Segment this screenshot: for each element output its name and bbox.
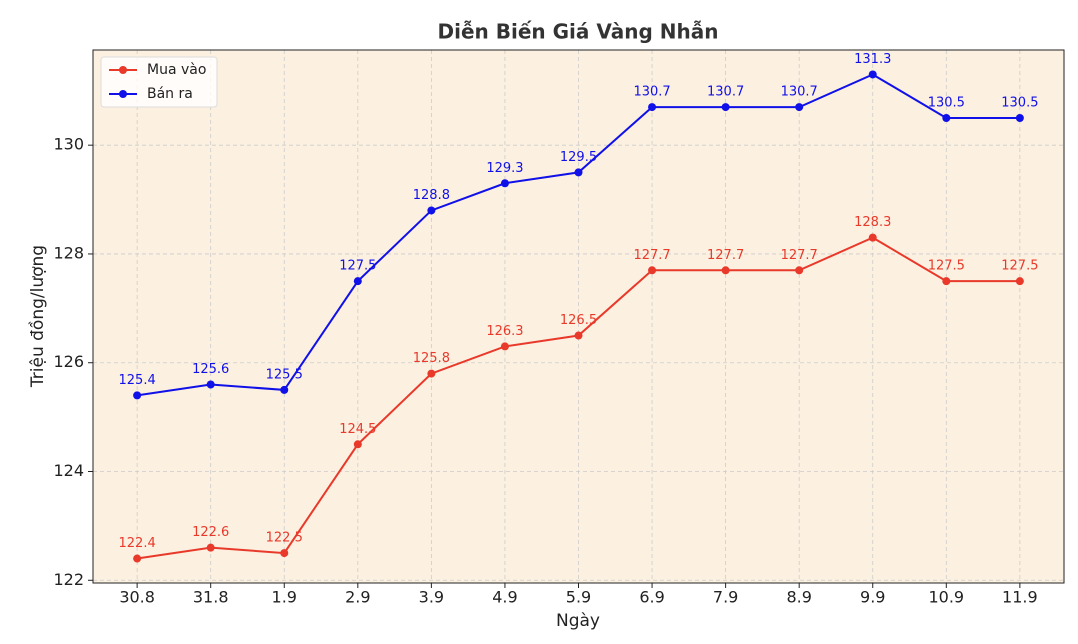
data-label: 127.5 xyxy=(928,259,965,274)
data-point xyxy=(280,385,289,394)
legend-marker xyxy=(119,90,127,98)
x-tick-label: 9.9 xyxy=(860,588,885,607)
data-label: 124.5 xyxy=(339,422,376,437)
data-point xyxy=(574,331,583,340)
data-label: 127.7 xyxy=(707,248,744,263)
data-label: 127.5 xyxy=(339,259,376,274)
x-tick-label: 2.9 xyxy=(345,588,370,607)
data-label: 131.3 xyxy=(854,52,891,67)
legend-label: Bán ra xyxy=(147,86,193,102)
data-label: 122.4 xyxy=(119,536,156,551)
data-point xyxy=(427,369,436,378)
data-point xyxy=(353,277,362,286)
x-tick-label: 11.9 xyxy=(1002,588,1038,607)
data-label: 127.5 xyxy=(1001,259,1038,274)
x-tick-label: 3.9 xyxy=(419,588,444,607)
x-tick-label: 31.8 xyxy=(193,588,229,607)
data-point xyxy=(280,549,289,558)
y-tick-label: 124 xyxy=(53,461,84,480)
x-tick-label: 30.8 xyxy=(119,588,155,607)
legend-label: Mua vào xyxy=(147,62,206,78)
y-axis-label: Triệu đồng/lượng xyxy=(27,245,48,388)
data-label: 129.3 xyxy=(486,161,523,176)
x-tick-label: 4.9 xyxy=(492,588,517,607)
data-label: 129.5 xyxy=(560,150,597,165)
data-point xyxy=(721,103,730,112)
x-tick-label: 10.9 xyxy=(928,588,964,607)
data-label: 126.5 xyxy=(560,313,597,328)
data-point xyxy=(868,70,877,79)
data-point xyxy=(942,113,951,122)
data-point xyxy=(133,391,142,400)
data-label: 127.7 xyxy=(781,248,818,263)
data-label: 122.6 xyxy=(192,525,229,540)
data-point xyxy=(1015,277,1024,286)
data-point xyxy=(1015,113,1024,122)
data-label: 130.5 xyxy=(1001,95,1038,110)
data-point xyxy=(942,277,951,286)
data-label: 125.5 xyxy=(266,367,303,382)
y-tick-label: 130 xyxy=(53,135,84,154)
data-point xyxy=(574,168,583,177)
data-point xyxy=(206,380,215,389)
data-label: 130.7 xyxy=(633,85,670,100)
data-label: 128.3 xyxy=(854,215,891,230)
data-label: 126.3 xyxy=(486,324,523,339)
x-tick-label: 6.9 xyxy=(639,588,664,607)
data-point xyxy=(648,103,657,112)
data-label: 125.4 xyxy=(119,373,156,388)
data-point xyxy=(133,554,142,563)
data-label: 127.7 xyxy=(633,248,670,263)
data-point xyxy=(500,179,509,188)
data-label: 130.7 xyxy=(781,85,818,100)
data-label: 130.5 xyxy=(928,95,965,110)
data-label: 122.5 xyxy=(266,531,303,546)
x-tick-label: 7.9 xyxy=(713,588,738,607)
data-point xyxy=(795,266,804,275)
y-tick-label: 128 xyxy=(53,243,84,262)
data-point xyxy=(353,440,362,449)
data-label: 125.8 xyxy=(413,351,450,366)
data-point xyxy=(500,342,509,351)
y-tick-label: 126 xyxy=(53,352,84,371)
data-point xyxy=(795,103,804,112)
y-tick-label: 122 xyxy=(53,570,84,589)
data-point xyxy=(427,206,436,215)
x-tick-label: 8.9 xyxy=(786,588,811,607)
data-point xyxy=(868,233,877,242)
data-point xyxy=(721,266,730,275)
plot-frame xyxy=(92,49,1065,584)
data-point xyxy=(648,266,657,275)
x-tick-label: 5.9 xyxy=(566,588,591,607)
data-point xyxy=(206,543,215,552)
legend-marker xyxy=(119,66,127,74)
data-label: 130.7 xyxy=(707,85,744,100)
data-label: 128.8 xyxy=(413,188,450,203)
data-label: 125.6 xyxy=(192,362,229,377)
chart-title: Diễn Biến Giá Vàng Nhẫn xyxy=(438,20,719,44)
x-axis-label: Ngày xyxy=(556,611,600,631)
x-tick-label: 1.9 xyxy=(272,588,297,607)
